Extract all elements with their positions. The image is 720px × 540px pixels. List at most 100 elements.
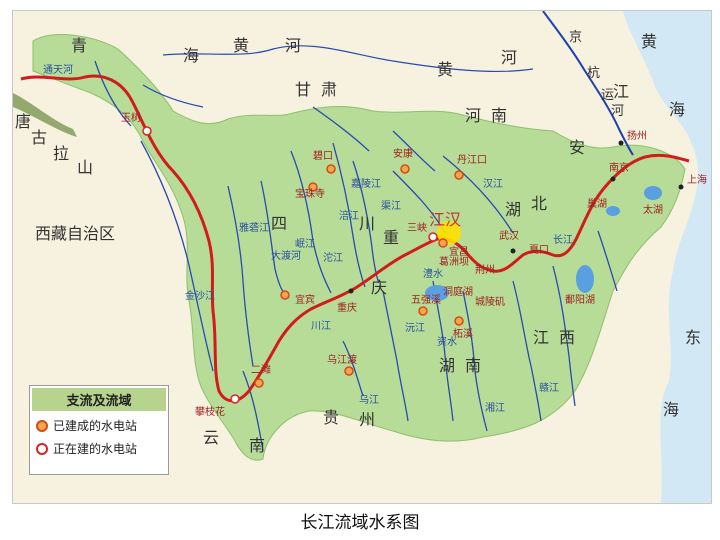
station-gezhouba [438, 238, 448, 248]
label-river-zi: 资水 [437, 336, 457, 348]
label-nanjing: 南京 [609, 161, 629, 174]
tai-lake [644, 186, 662, 200]
label-jianghan-highlight: 江汉 [429, 210, 461, 229]
built-station-icon [36, 419, 48, 432]
label-yangzhou: 扬州 [627, 129, 647, 142]
label-tanggula-1: 唐 [15, 112, 31, 131]
label-river-jialing: 嘉陵江 [351, 177, 381, 190]
label-river-jinsha: 金沙江 [185, 289, 215, 302]
city-nanjing-dot [610, 176, 616, 182]
station-bikou [326, 164, 336, 174]
label-yellow-sea-2: 海 [669, 100, 685, 119]
label-river-qu: 渠江 [381, 200, 401, 212]
station-sanxia [428, 232, 438, 242]
chao-lake [606, 206, 620, 216]
label-sichuan-1: 四 [271, 214, 287, 233]
label-xiakou: 夏口 [529, 244, 549, 256]
legend-row-building: 正在建的水电站 [36, 440, 168, 457]
label-huanghe-1: 黄 [233, 36, 249, 55]
city-yangzhou-dot [618, 140, 624, 146]
label-tanggula-2: 古 [31, 128, 47, 147]
label-sanxia: 三峡 [407, 221, 427, 234]
label-hunan-1: 湖 [439, 356, 455, 375]
label-baozhusi: 宝珠寺 [295, 187, 325, 200]
label-chenglingji: 城陵矶 [475, 296, 505, 308]
label-hubei-2: 北 [531, 194, 547, 213]
label-gezhouba: 葛洲坝 [439, 255, 469, 268]
label-canal-he: 河 [611, 104, 624, 119]
label-shanghai: 上海 [687, 173, 707, 186]
label-tibet: 西藏自治区 [35, 224, 115, 243]
label-east-sea-1: 东 [685, 328, 701, 347]
label-poyanghu: 鄱阳湖 [565, 293, 595, 306]
label-gansu-2: 肃 [321, 80, 337, 99]
label-huanghe-2: 河 [285, 36, 301, 55]
label-river-yangtze: 长江 [553, 234, 573, 246]
label-yushu: 玉树 [121, 111, 141, 124]
label-river-min: 岷江 [295, 238, 315, 250]
map-legend: 支流及流域 已建成的水电站 正在建的水电站 [29, 385, 169, 475]
grand-canal [542, 11, 634, 156]
label-river-li: 澧水 [423, 267, 443, 280]
label-qinghai-2: 海 [183, 46, 199, 65]
east-sea [623, 11, 711, 503]
label-gansu-1: 甘 [295, 80, 311, 99]
label-river-tuo: 沱江 [323, 251, 343, 264]
hydro-stations [142, 126, 464, 404]
label-qinghai-1: 青 [71, 36, 87, 55]
label-jingzhou: 荆州 [475, 263, 495, 276]
label-henan-1: 河 [465, 106, 481, 125]
label-sichuan-2: 川 [359, 214, 375, 233]
station-yibin [280, 290, 290, 300]
yangtze-main-river [20, 74, 690, 403]
label-panzhihua: 攀枝花 [195, 405, 225, 418]
label-chongqing-2: 庆 [371, 278, 387, 297]
label-river-yalong: 雅砻江 [239, 221, 269, 234]
label-river-chuanjiang: 川江 [311, 320, 331, 332]
tanggula-mountains [13, 93, 77, 137]
dongting-lake [425, 285, 449, 301]
label-yunnan-2: 南 [249, 436, 265, 455]
label-river-gan: 赣江 [539, 381, 559, 394]
map-panel: 青 海 黄 河 甘 肃 黄 河 河 南 安 江 西藏自治区 唐 古 拉 山 四 … [12, 10, 712, 504]
label-guizhou-1: 贵 [323, 408, 339, 427]
label-canal-yun: 运 [601, 88, 614, 103]
station-danjiangkou [454, 170, 464, 180]
station-zhexi [454, 316, 464, 326]
label-zhexi: 柘溪 [453, 327, 473, 340]
label-river-yuan: 沅江 [405, 321, 425, 334]
poyang-lake [576, 265, 594, 293]
label-henan-2: 南 [491, 106, 507, 125]
label-yunnan-1: 云 [203, 428, 219, 447]
label-anhui: 安 [569, 138, 585, 157]
legend-title: 支流及流域 [32, 388, 166, 411]
label-chongqing-1: 重 [383, 228, 399, 247]
yellow-river [162, 45, 534, 73]
legend-row-built: 已建成的水电站 [36, 417, 168, 434]
station-wujiangdu [344, 366, 354, 376]
label-yibin: 宜宾 [295, 293, 315, 306]
label-tanggula-4: 山 [77, 158, 93, 177]
label-wuqiangxi: 五强溪 [411, 294, 441, 306]
label-ertan: 二滩 [251, 363, 271, 376]
label-wuhan: 武汉 [499, 229, 519, 242]
label-huanghe2-2: 河 [501, 48, 517, 67]
legend-built-label: 已建成的水电站 [53, 419, 138, 433]
station-baozhusi [308, 182, 318, 192]
label-yichang: 宜昌 [449, 245, 469, 258]
label-taihu: 太湖 [643, 203, 663, 216]
label-river-fu: 涪江 [339, 209, 359, 222]
label-jiangsu: 江 [613, 82, 629, 101]
label-chaohu: 巢湖 [587, 197, 607, 210]
label-river-dadu: 大渡河 [271, 249, 301, 262]
city-dots [348, 140, 684, 294]
city-shanghai-dot [678, 184, 684, 190]
label-yellow-sea-1: 黄 [641, 32, 657, 51]
label-dongtinghu: 洞庭湖 [443, 285, 473, 298]
station-ankang [400, 164, 410, 174]
yangtze-basin [32, 34, 686, 461]
label-river-han: 汉江 [483, 178, 503, 190]
label-chongqing-city: 重庆 [337, 301, 357, 314]
building-station-icon [36, 442, 48, 455]
station-ertan [254, 378, 264, 388]
